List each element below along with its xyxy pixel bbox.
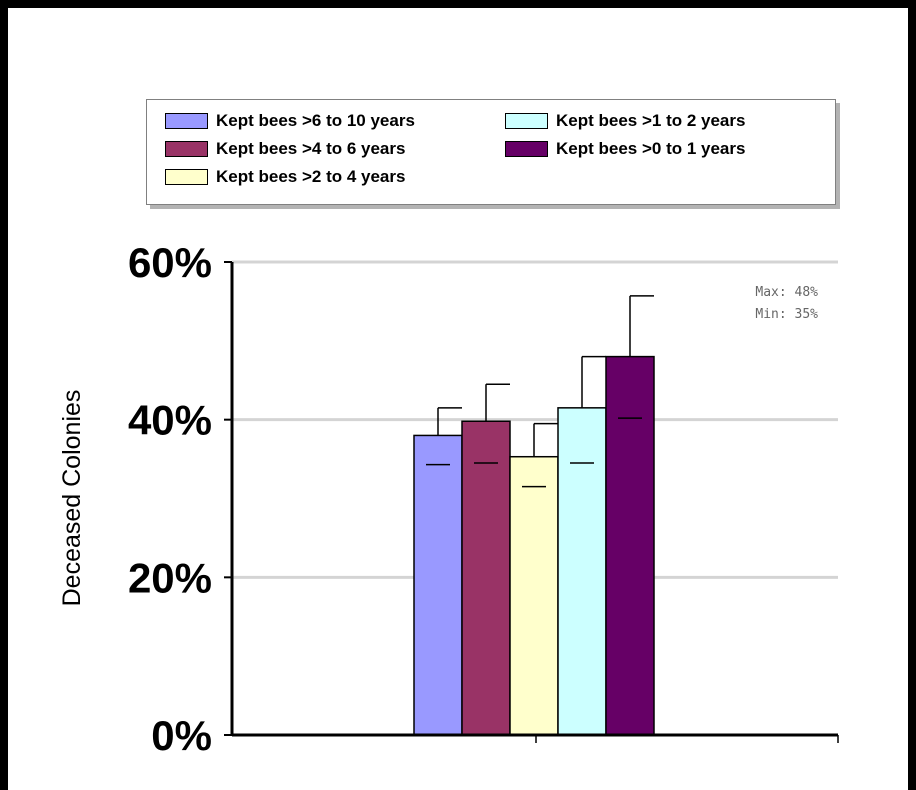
legend-label: Kept bees >1 to 2 years [556, 111, 746, 130]
legend-swatch [165, 141, 208, 157]
legend-label: Kept bees >0 to 1 years [556, 139, 746, 158]
min-annotation: Min: 35% [755, 307, 818, 322]
y-axis-title: Deceased Colonies [58, 390, 86, 607]
y-tick-label: 0% [151, 712, 212, 759]
legend-swatch [165, 113, 208, 129]
bar [413, 434, 463, 736]
legend: Kept bees >6 to 10 years Kept bees >1 to… [146, 99, 836, 205]
error-bars [426, 295, 654, 488]
bar [605, 355, 655, 736]
legend-label: Kept bees >2 to 4 years [216, 167, 406, 186]
y-tick-label: 40% [128, 397, 212, 444]
legend-item: Kept bees >4 to 6 years [165, 139, 405, 159]
legend-item: Kept bees >1 to 2 years [505, 111, 745, 131]
y-tick-label: 20% [128, 554, 212, 601]
y-tick-labels: 0% 20% 40% 60% [128, 239, 212, 759]
legend-swatch [505, 113, 548, 129]
bar [557, 407, 607, 736]
legend-swatch [165, 169, 208, 185]
axes [224, 261, 839, 743]
legend-label: Kept bees >6 to 10 years [216, 111, 415, 130]
legend-item: Kept bees >2 to 4 years [165, 167, 405, 187]
bar [509, 455, 559, 736]
max-annotation: Max: 48% [755, 285, 818, 300]
legend-item: Kept bees >6 to 10 years [165, 111, 415, 131]
legend-swatch [505, 141, 548, 157]
bars [413, 355, 655, 736]
bar [461, 420, 511, 736]
y-tick-label: 60% [128, 239, 212, 286]
legend-item: Kept bees >0 to 1 years [505, 139, 745, 159]
legend-label: Kept bees >4 to 6 years [216, 139, 406, 158]
